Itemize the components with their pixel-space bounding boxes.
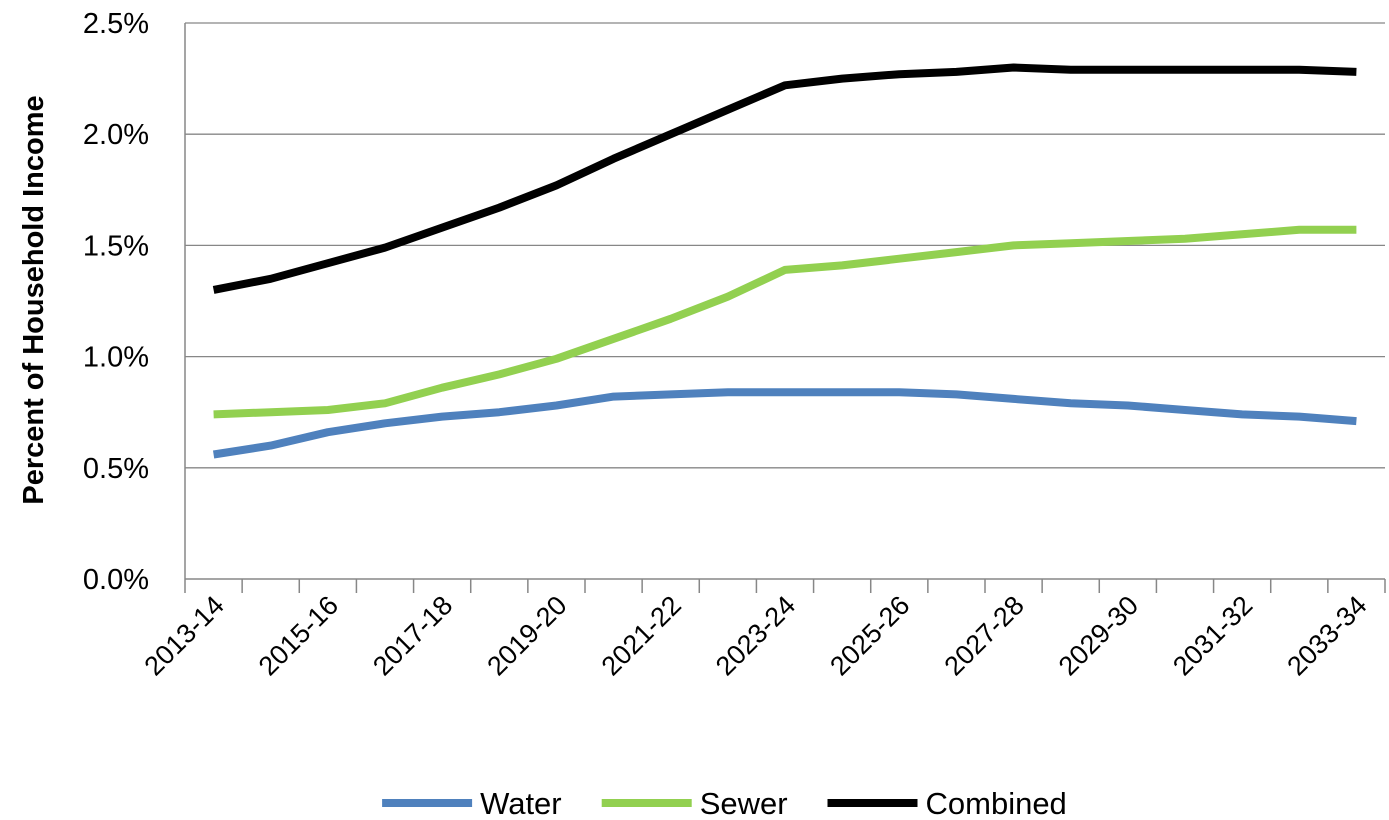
- legend-item-sewer: Sewer: [601, 786, 788, 820]
- y-axis-title: Percent of Household Income: [18, 95, 50, 504]
- series-line-water: [212, 388, 1357, 459]
- series-line-sewer: [213, 225, 1357, 419]
- y-axis: 0.0% 0.5% 1.0% 1.5% 2.0% 2.5%: [83, 8, 186, 596]
- legend-label: Sewer: [700, 786, 788, 820]
- legend: Water Sewer Combined: [382, 786, 1067, 820]
- x-tick-label: 2025-26: [824, 590, 915, 681]
- x-tick-label: 2023-24: [710, 590, 801, 681]
- x-tick-label: 2027-28: [939, 590, 1030, 681]
- y-tick-label: 0.0%: [83, 564, 149, 596]
- legend-label: Water: [480, 786, 562, 820]
- x-tick-label: 2031-32: [1167, 590, 1258, 681]
- series-line-combined: [212, 63, 1357, 294]
- x-tick-label: 2021-22: [596, 590, 687, 681]
- x-tick-label: 2029-30: [1053, 590, 1144, 681]
- x-tick-label: 2013-14: [139, 590, 230, 681]
- y-tick-label: 1.0%: [83, 342, 149, 374]
- y-gridlines: [185, 22, 1385, 469]
- x-tick-label: 2017-18: [367, 590, 458, 681]
- y-tick-label: 1.5%: [83, 230, 149, 262]
- legend-label: Combined: [926, 786, 1067, 820]
- legend-item-water: Water: [382, 786, 562, 820]
- y-tick-label: 2.0%: [83, 119, 149, 151]
- y-tick-label: 0.5%: [83, 453, 149, 485]
- legend-item-combined: Combined: [827, 786, 1067, 820]
- y-tick-label: 2.5%: [83, 8, 149, 40]
- x-tick-label: 2015-16: [253, 590, 344, 681]
- x-tick-label: 2033-34: [1281, 590, 1372, 681]
- series-lines: [212, 63, 1357, 459]
- x-tick-label: 2019-20: [481, 590, 572, 681]
- x-axis: 2013-14 2015-16 2017-18 2019-20 2021-22 2023-…: [139, 578, 1386, 681]
